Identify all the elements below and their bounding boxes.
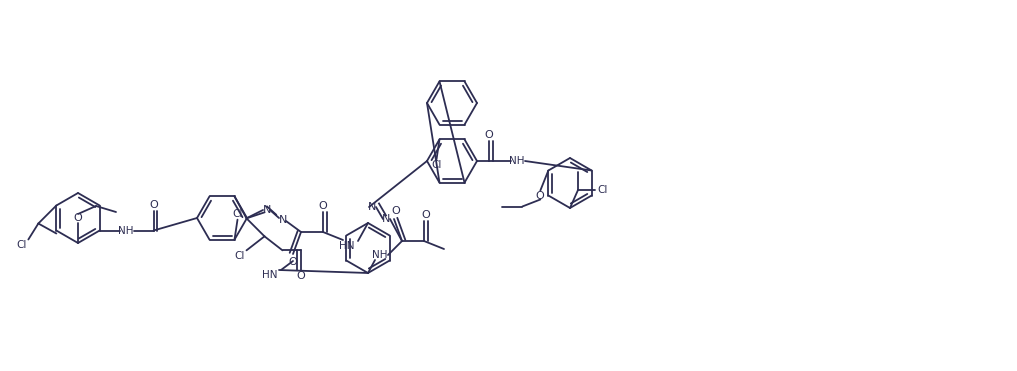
Text: Cl: Cl bbox=[431, 160, 441, 170]
Text: HN: HN bbox=[261, 270, 277, 280]
Text: NH: NH bbox=[510, 156, 525, 166]
Text: Cl: Cl bbox=[234, 251, 244, 261]
Text: Cl: Cl bbox=[232, 209, 243, 219]
Text: N: N bbox=[368, 202, 376, 212]
Text: NH: NH bbox=[372, 250, 387, 260]
Text: HN: HN bbox=[339, 241, 354, 251]
Text: O: O bbox=[392, 206, 401, 216]
Text: N: N bbox=[262, 205, 272, 215]
Text: O: O bbox=[296, 271, 305, 281]
Text: O: O bbox=[535, 190, 544, 200]
Text: O: O bbox=[318, 201, 327, 211]
Text: NH: NH bbox=[118, 226, 133, 236]
Text: N: N bbox=[279, 215, 287, 225]
Text: Cl: Cl bbox=[16, 240, 26, 250]
Text: O: O bbox=[289, 257, 297, 267]
Text: O: O bbox=[485, 130, 493, 140]
Text: O: O bbox=[149, 200, 158, 210]
Text: O: O bbox=[422, 210, 430, 220]
Text: Cl: Cl bbox=[598, 185, 608, 195]
Text: O: O bbox=[73, 213, 82, 223]
Text: N: N bbox=[381, 214, 391, 224]
